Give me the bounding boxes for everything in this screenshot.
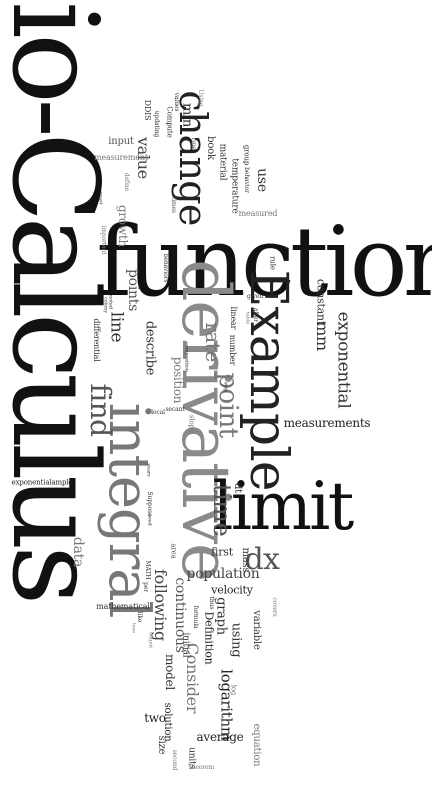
word-dx: dx xyxy=(244,542,281,577)
word-thus: thus xyxy=(208,596,215,610)
word-points: points xyxy=(125,268,141,312)
word-updating: updating xyxy=(153,110,160,138)
word-dt: dt xyxy=(232,482,243,494)
word-equation: equation xyxy=(251,723,262,767)
word-behaviors: behaviors xyxy=(162,253,169,283)
word-seed: seed xyxy=(146,514,153,526)
word-theorem: Theorem xyxy=(187,764,215,771)
word-mm: mm xyxy=(313,321,332,351)
word-define: define xyxy=(123,172,130,192)
word-mathematical: mathematical xyxy=(96,602,150,611)
word-after: after xyxy=(252,307,259,323)
word-area: area xyxy=(169,543,178,559)
word-composition: composition xyxy=(183,342,190,372)
word-step: step xyxy=(222,381,229,393)
word-math: MATH xyxy=(144,560,151,580)
word-times: times xyxy=(170,196,177,214)
word-values: values xyxy=(173,92,180,112)
word-limit: limit xyxy=(212,468,354,545)
word-ndis: DDIS xyxy=(143,99,152,121)
word-table: table xyxy=(244,311,251,325)
word-per: per xyxy=(142,582,149,592)
word-min: min xyxy=(179,102,195,128)
word-line: line xyxy=(106,311,127,343)
word-position: position xyxy=(171,356,185,404)
word-differential: differential xyxy=(92,318,101,362)
word-example: Example xyxy=(238,269,298,491)
word-using2: Using xyxy=(197,89,204,107)
word-using: using xyxy=(228,622,244,658)
word-use: use xyxy=(254,168,270,192)
word-following: following xyxy=(151,569,170,641)
word-slope: slope xyxy=(187,415,196,433)
word-average: average xyxy=(196,730,244,744)
word-given: given xyxy=(247,293,263,300)
word-material: material xyxy=(217,143,228,181)
word-exponentialample: exponentialample xyxy=(11,478,73,487)
word-group: group xyxy=(242,144,251,166)
word-time: time xyxy=(208,483,236,537)
word-yeast: yeast xyxy=(97,191,104,205)
word-constant: constant xyxy=(314,278,328,326)
word-one: one xyxy=(189,137,198,151)
word-like: like xyxy=(136,611,143,623)
word-temperature: temperature xyxy=(229,158,240,214)
word-two: two xyxy=(144,711,166,725)
word-output: output xyxy=(147,631,154,649)
word-velocity: velocity xyxy=(211,583,253,597)
word-secant: secant xyxy=(165,406,185,413)
word-data: data xyxy=(70,536,86,568)
word-linear: linear xyxy=(229,306,238,330)
word-initial: initial xyxy=(180,632,191,658)
word-compute: Compute xyxy=(165,106,174,138)
word-important: important xyxy=(100,225,107,255)
word-formula: formula xyxy=(192,605,199,629)
word-growth: growth xyxy=(116,204,130,248)
word-rule: rule xyxy=(268,256,277,270)
word-function: function xyxy=(96,206,432,318)
word-describe: describe xyxy=(142,320,158,376)
word-second: second xyxy=(171,749,178,771)
word-population: population xyxy=(186,566,260,582)
word-suppose: Suppose xyxy=(146,491,153,517)
word-size: size xyxy=(156,735,167,755)
word-tree: tree xyxy=(130,623,137,633)
word-noted: noted xyxy=(107,295,114,309)
word-book: book xyxy=(205,136,216,160)
word-measured: measured xyxy=(238,209,278,218)
word-measurements: measurements xyxy=(283,416,371,430)
word-first: first xyxy=(211,545,233,559)
word-behavior: behavior xyxy=(243,167,250,193)
word-log: log xyxy=(229,684,238,696)
word-find: find xyxy=(84,383,117,437)
word-input: input xyxy=(108,136,134,147)
word-model: model xyxy=(163,653,177,691)
word-variable: variable xyxy=(251,610,262,650)
word-measurement: measurement xyxy=(94,153,148,162)
word-local: local xyxy=(151,409,165,416)
word-mass: mass xyxy=(240,547,251,573)
word-exponential: exponential xyxy=(333,311,354,409)
word-rate: rate xyxy=(201,322,225,362)
word-graph: graph xyxy=(213,597,229,635)
word-covers: covers xyxy=(271,597,278,617)
word-years: years xyxy=(145,463,152,477)
word-number: number xyxy=(228,334,237,366)
